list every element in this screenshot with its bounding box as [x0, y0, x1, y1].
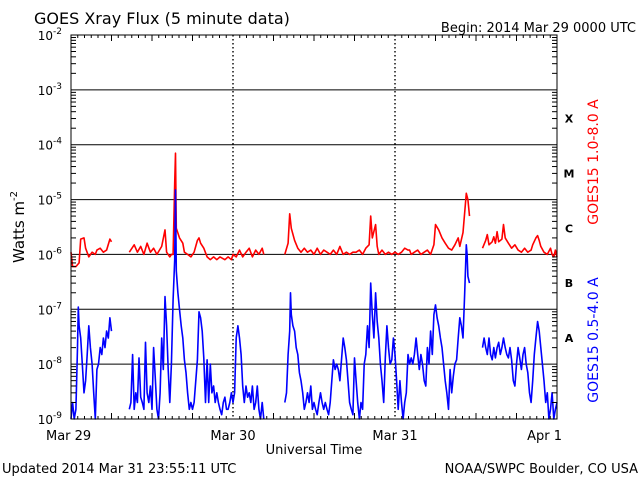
- y-tick-label: 10-6: [38, 246, 63, 262]
- y-tick-label: 10-4: [38, 137, 63, 153]
- legend-label-short: GOES15 0.5-4.0 A: [586, 277, 602, 403]
- flare-class-x: X: [565, 113, 574, 126]
- x-tick-label: Mar 31: [372, 429, 417, 444]
- x-tick-label: Mar 30: [210, 429, 255, 444]
- x-axis-ticks: Mar 29 Mar 30 Mar 31 Apr 1: [46, 35, 562, 444]
- footer-source: NOAA/SWPC Boulder, CO USA: [445, 462, 638, 477]
- x-axis-label: Universal Time: [266, 443, 363, 458]
- plot-background: [71, 35, 557, 419]
- footer-updated: Updated 2014 Mar 31 23:55:11 UTC: [2, 462, 236, 477]
- flare-class-labels: A B C M X: [564, 113, 575, 345]
- series-line-long: [70, 152, 558, 268]
- flare-class-m: M: [564, 167, 575, 180]
- y-tick-label: 10-8: [38, 356, 63, 372]
- x-tick-label: Apr 1: [527, 429, 562, 444]
- chart-title: GOES Xray Flux (5 minute data): [34, 9, 290, 28]
- legend-label-long: GOES15 1.0-8.0 A: [586, 99, 602, 225]
- series-layer: [70, 152, 558, 420]
- plot-area: [70, 34, 558, 420]
- series-line-short: [70, 189, 558, 420]
- x-tick-label: Mar 29: [46, 429, 91, 444]
- y-axis-label: Watts m-2: [9, 191, 28, 263]
- y-tick-label: 10-7: [38, 301, 62, 317]
- series-legend: GOES15 1.0-8.0 A GOES15 0.5-4.0 A: [586, 99, 602, 403]
- begin-label: Begin: 2014 Mar 29 0000 UTC: [441, 21, 636, 36]
- flare-class-b: B: [565, 277, 573, 290]
- y-tick-label: 10-5: [38, 192, 62, 208]
- flare-class-a: A: [565, 332, 574, 345]
- y-tick-label: 10-2: [38, 27, 62, 43]
- y-axis-label-text: Watts m: [10, 201, 28, 263]
- flare-class-c: C: [565, 222, 573, 235]
- y-tick-label: 10-3: [38, 82, 62, 98]
- y-axis-label-sup: -2: [9, 191, 20, 201]
- y-tick-label: 10-9: [38, 411, 63, 427]
- y-axis-ticks: 10-9 10-8 10-7 10-6 10-5 10-4 10-3 10-2: [38, 27, 557, 427]
